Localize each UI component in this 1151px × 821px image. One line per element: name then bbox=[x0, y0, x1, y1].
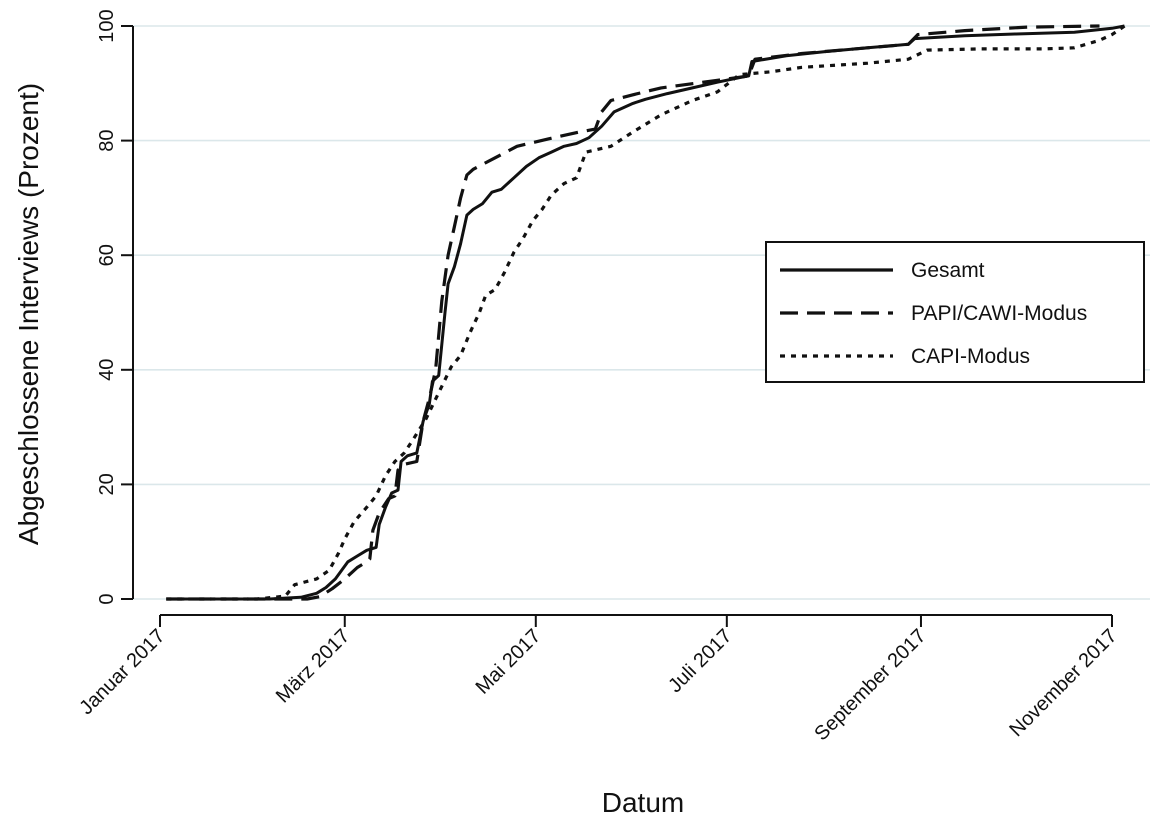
y-tick-label: 40 bbox=[96, 359, 118, 381]
legend-label: PAPI/CAWI-Modus bbox=[911, 302, 1087, 325]
series-line-dotted bbox=[166, 24, 1126, 601]
y-tick-label: 20 bbox=[96, 473, 118, 495]
legend: Gesamt PAPI/CAWI-Modus CAPI-Modus bbox=[765, 241, 1145, 383]
y-tick-label: 0 bbox=[96, 593, 118, 604]
y-axis-title: Abgeschlossene Interviews (Prozent) bbox=[13, 83, 44, 545]
legend-label: CAPI-Modus bbox=[911, 345, 1030, 368]
grid-layer bbox=[133, 25, 1150, 600]
y-tick-label: 100 bbox=[96, 9, 118, 42]
x-tick-label: September 2017 bbox=[810, 625, 930, 745]
x-tick-label: Januar 2017 bbox=[75, 625, 169, 719]
y-tick-label: 80 bbox=[96, 129, 118, 151]
x-tick-label: Juli 2017 bbox=[664, 625, 736, 697]
x-tick-label: März 2017 bbox=[272, 625, 354, 707]
x-axis-title: Datum bbox=[602, 787, 684, 818]
y-tick-label: 60 bbox=[96, 244, 118, 266]
legend-label: Gesamt bbox=[911, 259, 985, 282]
x-tick-label: Mai 2017 bbox=[472, 625, 546, 699]
series-layer bbox=[166, 24, 1126, 601]
series-line-dashed bbox=[166, 24, 1100, 601]
x-tick-label: November 2017 bbox=[1005, 625, 1121, 741]
legend-box bbox=[765, 241, 1145, 383]
